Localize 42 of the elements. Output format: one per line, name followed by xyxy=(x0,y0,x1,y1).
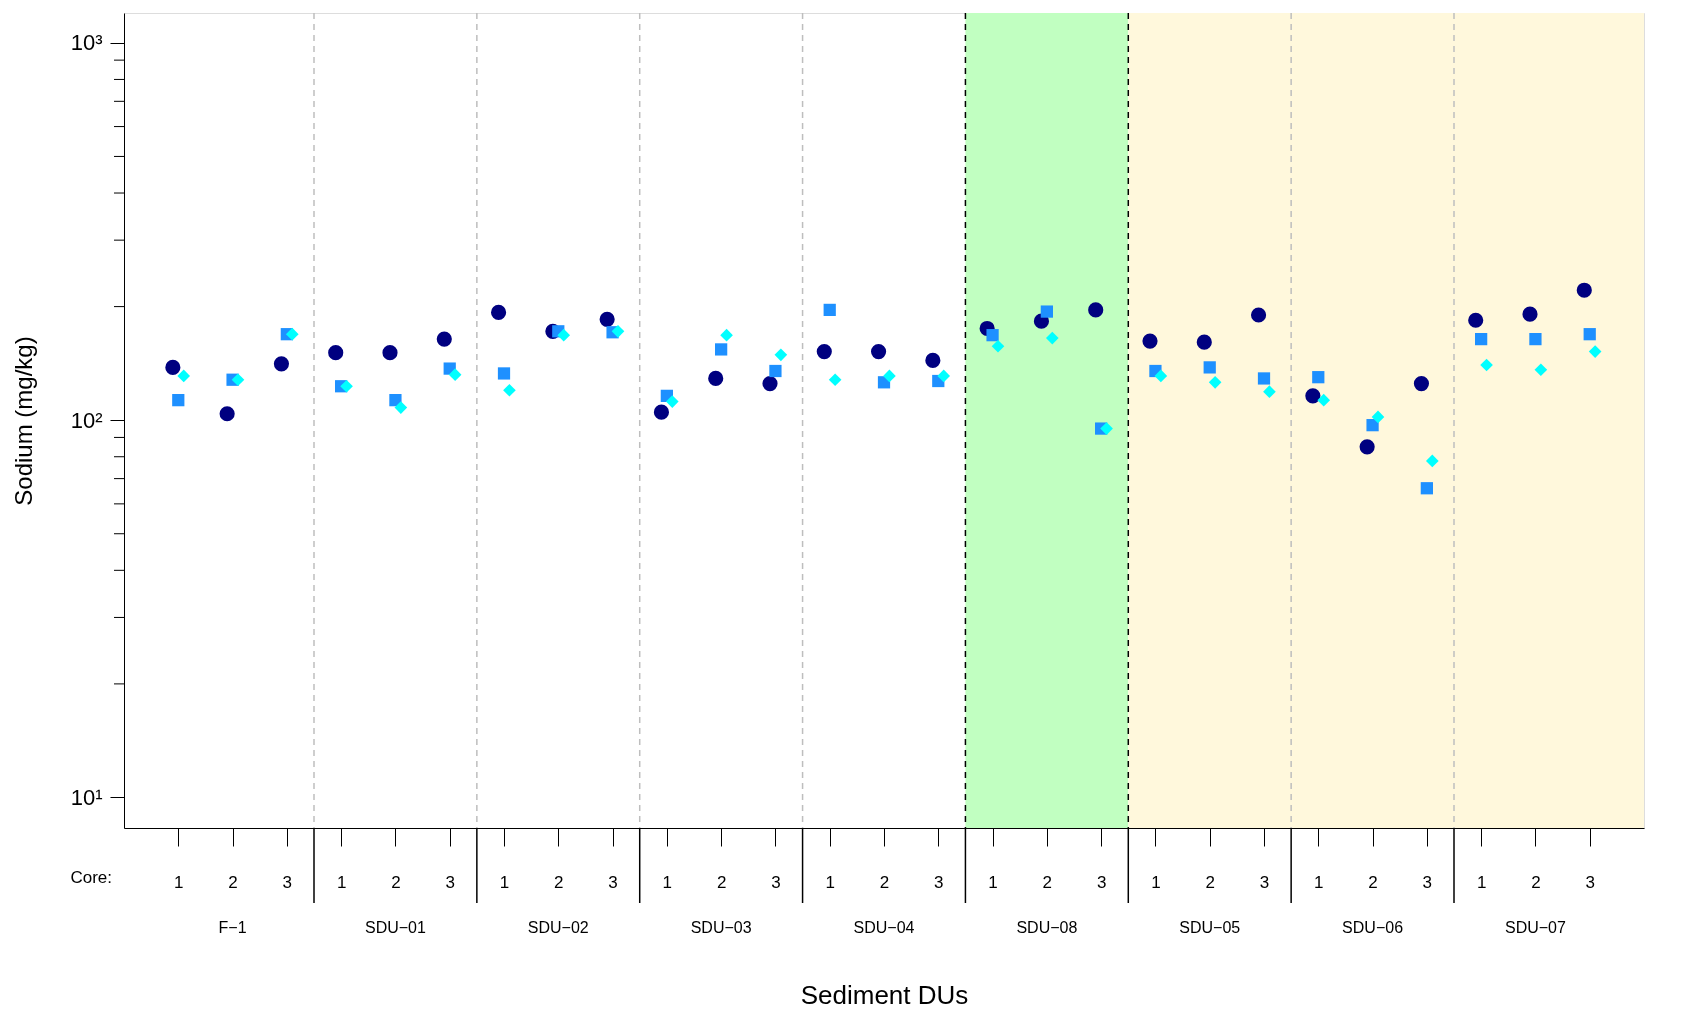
x-tick-label: 2 xyxy=(879,872,890,892)
text: SDU−07 xyxy=(1504,919,1566,936)
x-tick-label: 1 xyxy=(1151,872,1161,892)
text: SDU−02 xyxy=(527,919,589,936)
x-tick-label: 2 xyxy=(1531,872,1541,892)
text: F−1 xyxy=(218,919,247,936)
x-tick-label: 2 xyxy=(1368,872,1378,892)
text: SDU−04 xyxy=(853,919,915,936)
x-tick-label: 1 xyxy=(174,872,184,892)
x-tick-label: 2 xyxy=(716,872,727,892)
text: SDU−08 xyxy=(1016,919,1078,936)
x-tick-label: 2 xyxy=(1042,872,1053,892)
x-tick-label: 3 xyxy=(1096,872,1107,892)
x-tick-label: 1 xyxy=(499,872,510,892)
x-tick-label: 1 xyxy=(662,872,673,892)
x-tick-label: 1 xyxy=(988,872,998,892)
x-tick-label: 3 xyxy=(934,872,944,892)
x-tick-label: 3 xyxy=(282,872,293,892)
text: Core: xyxy=(70,868,112,887)
x-tick-label: 3 xyxy=(445,872,455,892)
x-tick-label: 3 xyxy=(771,872,781,892)
x-tick-label: 1 xyxy=(1476,872,1487,892)
x-tick-label: 1 xyxy=(336,872,347,892)
x-tick-label: 1 xyxy=(1314,872,1324,892)
y-axis-title: Sodium (mg/kg) xyxy=(9,336,37,506)
x-tick-label: 3 xyxy=(1259,872,1270,892)
text: SDU−06 xyxy=(1342,919,1404,936)
x-tick-label: 3 xyxy=(1585,872,1595,892)
x-tick-label: 3 xyxy=(1422,872,1433,892)
y-tick-label: 10¹ xyxy=(70,784,103,810)
x-tick-label: 1 xyxy=(825,872,835,892)
text: SDU−05 xyxy=(1179,919,1241,936)
x-tick-label: 2 xyxy=(391,872,401,892)
text: SDU−01 xyxy=(364,919,426,936)
y-tick-label: 10³ xyxy=(70,30,103,56)
text: SDU−03 xyxy=(690,919,752,936)
y-tick-label: 10² xyxy=(70,407,103,433)
x-tick-label: 2 xyxy=(1205,872,1215,892)
x-tick-label: 2 xyxy=(228,872,238,892)
x-axis-title: Sediment DUs xyxy=(800,979,969,1010)
x-tick-label: 3 xyxy=(608,872,618,892)
x-tick-label: 2 xyxy=(554,872,564,892)
